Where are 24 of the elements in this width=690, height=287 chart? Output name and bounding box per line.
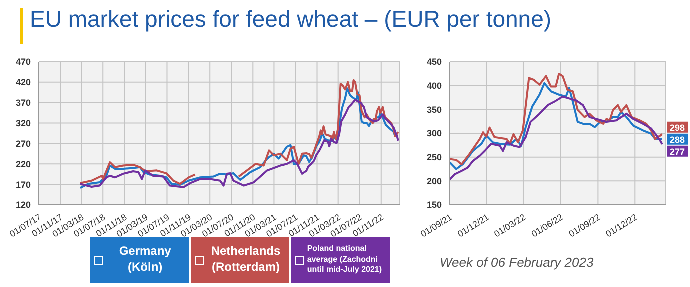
y-tick-label: 120 bbox=[16, 200, 31, 210]
y-tick-label: 400 bbox=[426, 81, 442, 92]
y-tick-label: 150 bbox=[426, 200, 442, 210]
data-label: 288 bbox=[670, 134, 686, 145]
y-tick-label: 220 bbox=[16, 159, 31, 170]
y-tick-label: 170 bbox=[16, 180, 31, 190]
legend-label: Poland national average (Zachodni until mid-July 2021) bbox=[307, 244, 384, 276]
data-label: 277 bbox=[670, 146, 686, 157]
y-tick-label: 450 bbox=[426, 57, 442, 68]
y-tick-label: 320 bbox=[16, 118, 31, 128]
text: Week of 06 February 2023 bbox=[440, 255, 594, 270]
y-tick-label: 250 bbox=[426, 152, 442, 163]
y-tick-label: 420 bbox=[16, 78, 31, 88]
y-tick-label: 470 bbox=[16, 57, 31, 68]
line-series bbox=[450, 96, 664, 181]
legend-label: Netherlands (Rotterdam) bbox=[210, 244, 282, 276]
y-tick-label: 350 bbox=[426, 104, 442, 115]
y-tick-label: 200 bbox=[426, 176, 442, 186]
y-tick-label: 300 bbox=[426, 128, 442, 139]
data-label: 298 bbox=[670, 122, 686, 133]
y-tick-label: 270 bbox=[16, 138, 31, 149]
y-tick-label: 370 bbox=[16, 98, 31, 108]
chart-title: EU market prices for feed wheat – (EUR per tonne) bbox=[30, 6, 552, 33]
legend-label: Germany (Köln) bbox=[118, 244, 172, 276]
